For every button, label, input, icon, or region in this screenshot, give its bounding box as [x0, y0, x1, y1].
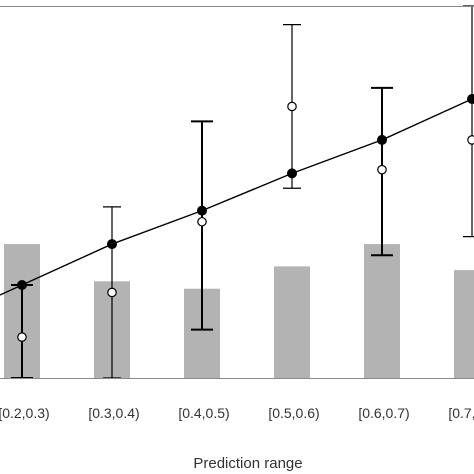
- bar-4: [364, 244, 400, 378]
- observed-point-3: [287, 101, 297, 112]
- bar-5: [454, 270, 474, 378]
- observed-point-4: [377, 164, 387, 175]
- observed-point-0: [17, 332, 27, 342]
- fitted-point-0: [17, 280, 27, 290]
- bars-layer: [4, 244, 474, 378]
- x-tick-labels: [0.2,0.3) [0.3,0.4) [0.4,0.5) [0.5,0.6) [0.6…: [0, 405, 474, 421]
- x-tick-label-5: [0.7,0.8): [448, 405, 474, 421]
- error-bars-layer: [11, 5, 474, 379]
- fitted-point-4: [377, 134, 387, 145]
- fitted-point-3: [287, 168, 297, 179]
- fitted-line: [0, 97, 474, 296]
- bar-3: [274, 266, 310, 378]
- x-tick-label-3: [0.5,0.6): [268, 405, 319, 421]
- axes: [0, 6, 474, 379]
- x-axis-title: Prediction range: [193, 455, 302, 472]
- points-layer: [17, 94, 474, 342]
- observed-point-1: [107, 287, 117, 298]
- fitted-line-layer: [0, 97, 474, 296]
- observed-point-5: [467, 135, 474, 145]
- fitted-point-1: [107, 239, 117, 250]
- fitted-point-5: [467, 94, 474, 104]
- observed-point-2: [197, 216, 207, 227]
- x-tick-label-2: [0.4,0.5): [178, 405, 229, 421]
- x-tick-label-0: [0.2,0.3): [0, 405, 50, 421]
- x-tick-label-4: [0.6,0.7): [358, 405, 409, 421]
- fitted-point-2: [197, 205, 207, 216]
- x-tick-label-1: [0.3,0.4): [88, 405, 139, 421]
